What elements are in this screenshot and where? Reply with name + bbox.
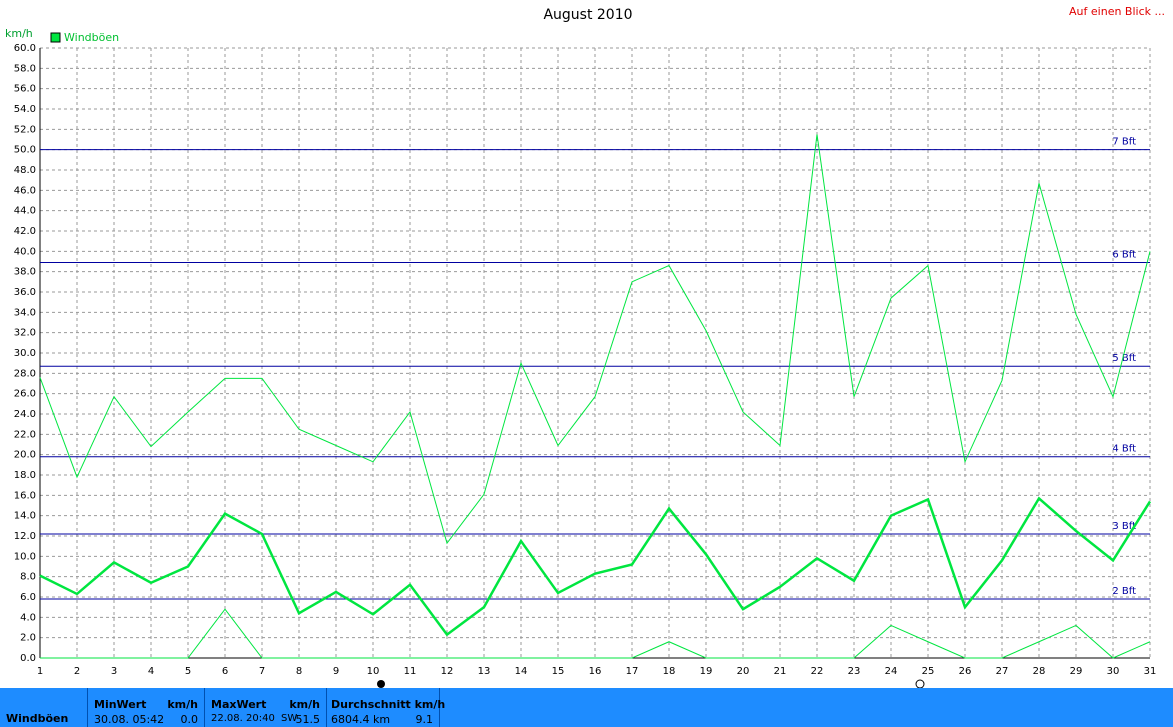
- moon-icon: [377, 680, 385, 688]
- y-tick-label: 18.0: [14, 470, 36, 481]
- y-tick-label: 36.0: [14, 287, 36, 298]
- y-tick-label: 24.0: [14, 409, 36, 420]
- x-tick-label: 27: [996, 666, 1009, 677]
- x-tick-label: 7: [259, 666, 265, 677]
- y-tick-label: 56.0: [14, 84, 36, 95]
- y-tick-label: 10.0: [14, 551, 36, 562]
- x-tick-label: 4: [148, 666, 154, 677]
- y-tick-label: 34.0: [14, 307, 36, 318]
- x-tick-label: 24: [885, 666, 898, 677]
- x-tick-label: 16: [589, 666, 602, 677]
- x-tick-label: 17: [626, 666, 639, 677]
- x-tick-label: 30: [1107, 666, 1120, 677]
- y-tick-label: 0.0: [20, 653, 36, 664]
- bft-label: 3 Bft: [1112, 521, 1136, 532]
- x-tick-label: 31: [1144, 666, 1157, 677]
- row-label: Windböen: [6, 712, 69, 725]
- cell: Durchschnitt km/h 6804.4 km 9.1: [327, 688, 445, 727]
- x-tick-label: 20: [737, 666, 750, 677]
- x-tick-label: 26: [959, 666, 972, 677]
- x-tick-label: 11: [404, 666, 417, 677]
- chart: August 2010 Auf einen Blick ... km/h Win…: [5, 5, 1165, 688]
- cell: Windböen: [0, 688, 88, 727]
- y-tick-label: 30.0: [14, 348, 36, 359]
- bft-label: 2 Bft: [1112, 586, 1136, 597]
- stat-title: Durchschnitt km/h: [331, 698, 446, 711]
- series-line: [40, 608, 1151, 659]
- series-line: [39, 496, 1152, 637]
- stat-dir: SW: [281, 713, 298, 724]
- bft-label: 5 Bft: [1112, 353, 1136, 364]
- x-tick-label: 18: [663, 666, 676, 677]
- x-tick-label: 10: [367, 666, 380, 677]
- x-tick-label: 22: [811, 666, 824, 677]
- y-tick-label: 32.0: [14, 328, 36, 339]
- x-tick-label: 3: [111, 666, 117, 677]
- y-tick-label: 8.0: [20, 572, 36, 583]
- y-tick-label: 20.0: [14, 450, 36, 461]
- cell: MaxWert km/h 22.08. 20:40 SW 51.5: [205, 688, 327, 727]
- y-tick-label: 54.0: [14, 104, 36, 115]
- chart-title: August 2010: [543, 7, 632, 23]
- x-tick-label: 9: [333, 666, 339, 677]
- x-tick-label: 25: [922, 666, 935, 677]
- series-line: [39, 134, 1151, 545]
- legend-swatch: [50, 32, 61, 43]
- y-tick-label: 50.0: [14, 145, 36, 156]
- y-tick-label: 60.0: [14, 43, 36, 54]
- y-tick-label: 38.0: [14, 267, 36, 278]
- stat-time: 30.08. 05:42: [94, 713, 165, 726]
- x-tick-label: 14: [515, 666, 528, 677]
- x-tick-label: 13: [478, 666, 491, 677]
- stat-title: MaxWert: [211, 698, 267, 711]
- y-tick-label: 28.0: [14, 368, 36, 379]
- x-tick-label: 15: [552, 666, 565, 677]
- y-tick-label: 6.0: [20, 592, 36, 603]
- x-tick-label: 23: [848, 666, 861, 677]
- x-tick-label: 21: [774, 666, 787, 677]
- x-tick-label: 5: [185, 666, 191, 677]
- cell: MinWert km/h 30.08. 05:42 0.0: [88, 688, 205, 727]
- link[interactable]: Auf einen Blick ...: [1069, 5, 1165, 18]
- x-tick-label: 1: [37, 666, 43, 677]
- y-tick-label: 16.0: [14, 490, 36, 501]
- stat-time: 22.08. 20:40: [211, 713, 275, 724]
- y-tick-label: 4.0: [20, 612, 36, 623]
- y-tick-label: 44.0: [14, 206, 36, 217]
- stat-value: 9.1: [415, 713, 434, 726]
- y-tick-label: 40.0: [14, 246, 36, 257]
- y-tick-label: 52.0: [14, 124, 36, 135]
- x-tick-label: 6: [222, 666, 228, 677]
- y-tick-label: 22.0: [14, 429, 36, 440]
- stat-unit: km/h: [167, 698, 198, 711]
- y-tick-label: 48.0: [14, 165, 36, 176]
- y-tick-label: 2.0: [20, 633, 36, 644]
- x-tick-label: 2: [74, 666, 80, 677]
- y-tick-label: 12.0: [14, 531, 36, 542]
- bft-label: 6 Bft: [1112, 250, 1136, 261]
- legend-label: Windböen: [64, 31, 119, 44]
- stats-bar: Windböen MinWert km/h 30.08. 05:42 0.0 M…: [0, 688, 1173, 727]
- stat-dist: 6804.4 km: [331, 713, 391, 726]
- bft-label: 7 Bft: [1112, 137, 1136, 148]
- x-tick-label: 8: [296, 666, 302, 677]
- bft-label: 4 Bft: [1112, 444, 1136, 455]
- x-tick-label: 12: [441, 666, 454, 677]
- stat-value: 0.0: [180, 713, 199, 726]
- y-unit: km/h: [5, 27, 33, 40]
- y-tick-label: 14.0: [14, 511, 36, 522]
- y-tick-label: 58.0: [14, 63, 36, 74]
- y-tick-label: 46.0: [14, 185, 36, 196]
- x-tick-label: 19: [700, 666, 713, 677]
- x-tick-label: 29: [1070, 666, 1083, 677]
- y-tick-label: 26.0: [14, 389, 36, 400]
- stat-value: 51.5: [295, 713, 321, 726]
- stat-unit: km/h: [289, 698, 320, 711]
- stat-title: MinWert: [94, 698, 147, 711]
- x-tick-label: 28: [1033, 666, 1046, 677]
- y-tick-label: 42.0: [14, 226, 36, 237]
- moon-icon: [915, 679, 925, 688]
